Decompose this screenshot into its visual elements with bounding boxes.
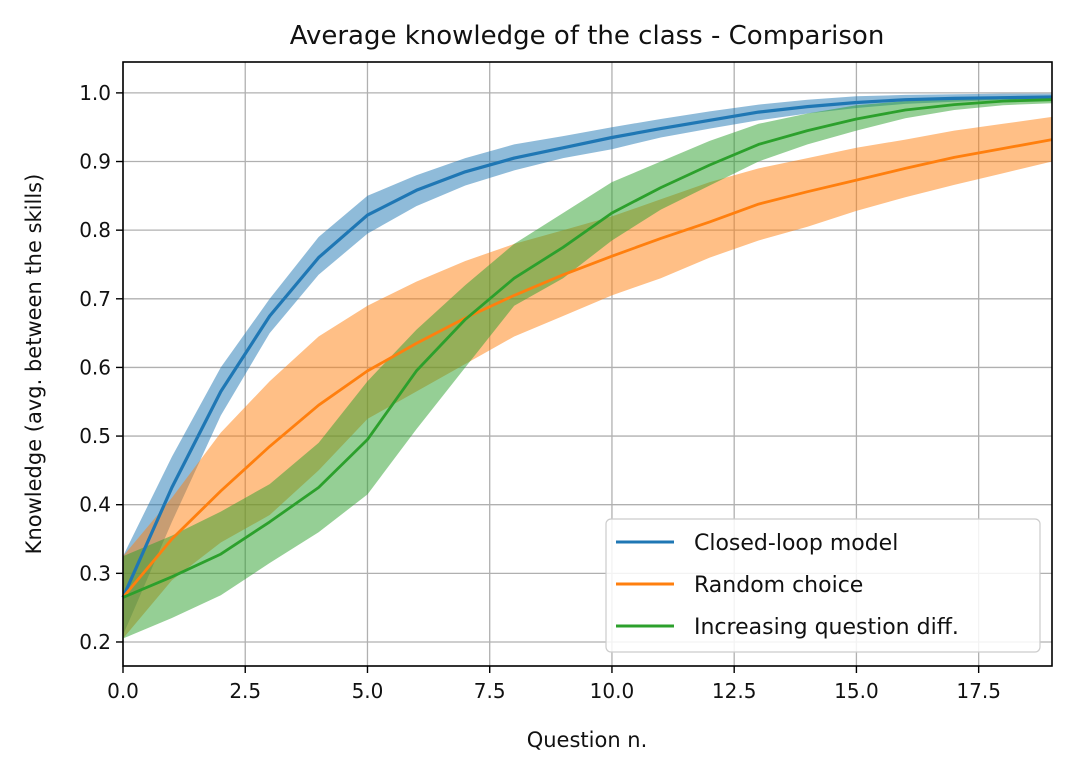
y-tick-label: 0.9 xyxy=(79,150,111,174)
x-tick-label: 2.5 xyxy=(229,679,261,703)
x-tick-label: 17.5 xyxy=(956,679,1001,703)
y-tick-label: 0.8 xyxy=(79,218,111,242)
x-axis-label: Question n. xyxy=(527,728,648,752)
chart-title: Average knowledge of the class - Compari… xyxy=(290,21,885,51)
y-tick-label: 1.0 xyxy=(79,81,111,105)
line-random-choice xyxy=(121,138,1053,599)
band-increasing-difficulty xyxy=(123,96,1052,639)
line-closed-loop xyxy=(121,95,1053,599)
y-tick-label: 0.7 xyxy=(79,287,111,311)
legend: Closed-loop model Random choice Increasi… xyxy=(605,518,1041,653)
y-axis-ticks: 0.2 0.3 0.4 0.5 0.6 0.7 0.8 0.9 1.0 xyxy=(79,81,123,654)
confidence-bands xyxy=(123,93,1052,639)
series-lines xyxy=(121,95,1053,599)
x-tick-label: 7.5 xyxy=(474,679,506,703)
legend-label-increasing-difficulty: Increasing question diff. xyxy=(694,615,959,640)
y-tick-label: 0.3 xyxy=(79,561,111,585)
y-tick-label: 0.2 xyxy=(79,630,111,654)
legend-box xyxy=(605,518,1041,653)
x-tick-label: 5.0 xyxy=(352,679,384,703)
line-increasing-difficulty xyxy=(122,98,1053,599)
plot-frame xyxy=(122,61,1053,667)
y-tick-label: 0.4 xyxy=(79,493,111,517)
band-random-choice xyxy=(123,116,1052,639)
band-closed-loop xyxy=(123,93,1052,636)
y-tick-label: 0.6 xyxy=(79,355,111,379)
x-tick-label: 0.0 xyxy=(107,679,139,703)
legend-label-closed-loop: Closed-loop model xyxy=(694,531,898,556)
y-axis-label: Knowledge (avg. between the skills) xyxy=(22,174,46,555)
x-axis-ticks: 0.0 2.5 5.0 7.5 10.0 12.5 15.0 17.5 xyxy=(107,666,1001,703)
legend-label-random-choice: Random choice xyxy=(694,573,863,598)
y-tick-label: 0.5 xyxy=(79,424,111,448)
x-tick-label: 15.0 xyxy=(834,679,879,703)
x-tick-label: 10.0 xyxy=(590,679,635,703)
x-tick-label: 12.5 xyxy=(712,679,757,703)
